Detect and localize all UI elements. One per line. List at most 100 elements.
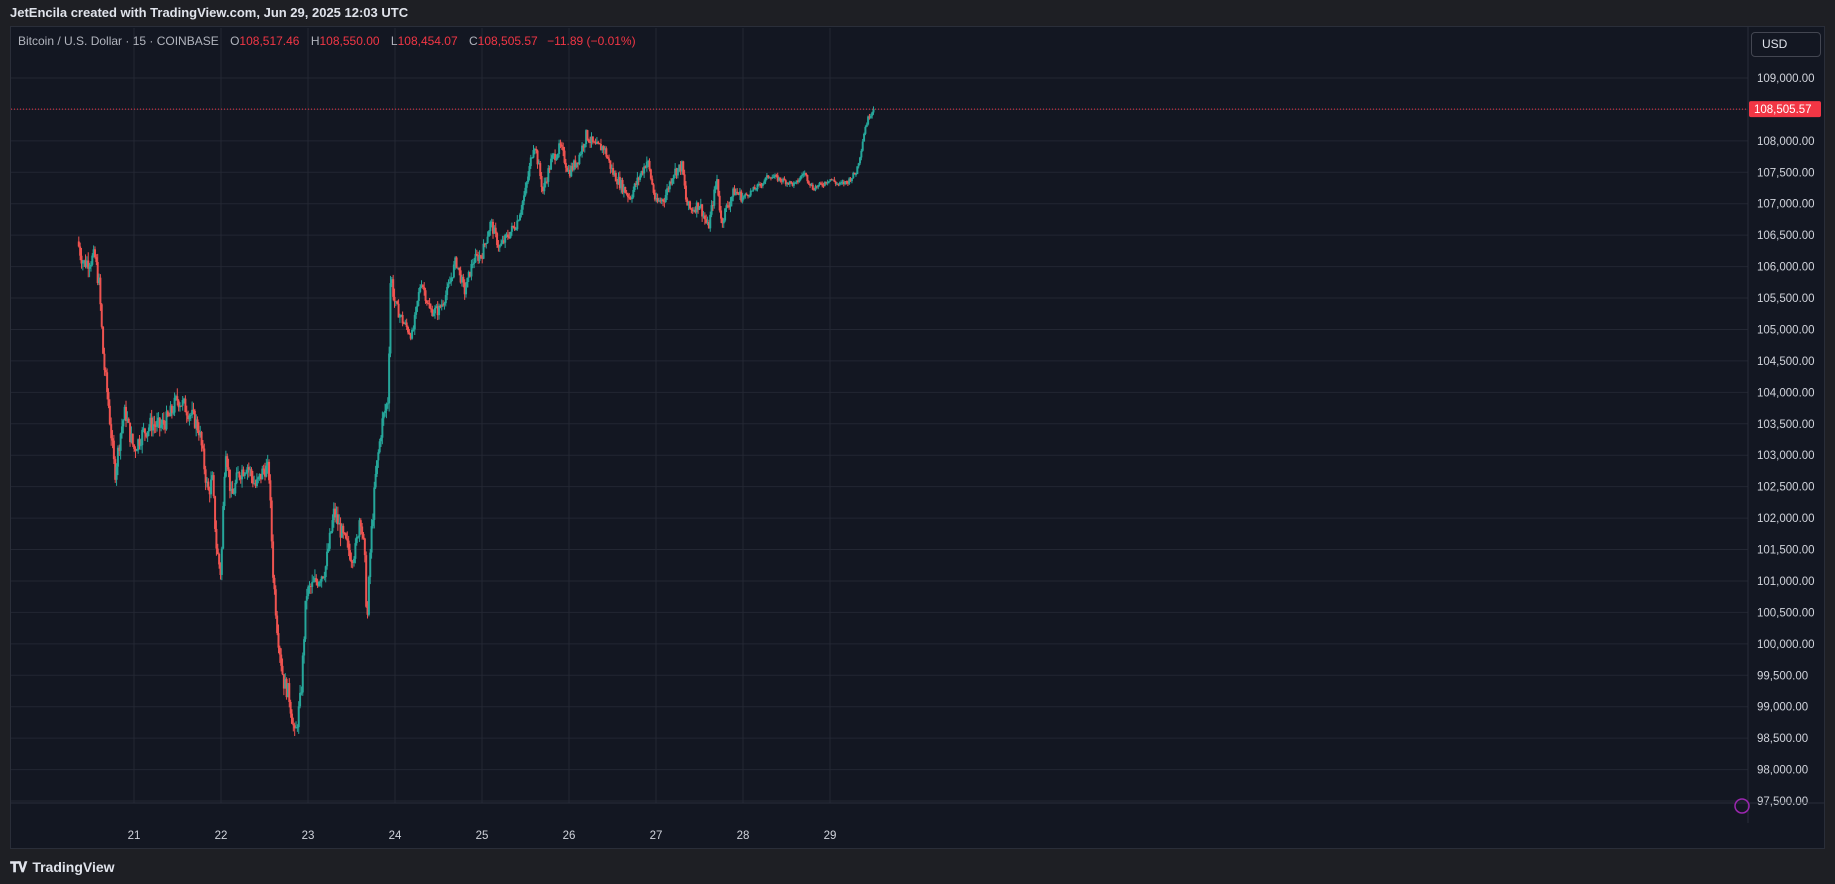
- candle-body: [276, 615, 279, 634]
- candle-body: [539, 163, 542, 177]
- candle-body: [351, 561, 354, 563]
- candle-body: [164, 423, 167, 430]
- attribution-text: JetEncila created with TradingView.com, …: [10, 5, 409, 20]
- candle-body: [201, 445, 204, 449]
- candle-body: [478, 255, 481, 261]
- candle-body: [728, 206, 731, 208]
- candle-body: [527, 176, 530, 183]
- candle-body: [293, 725, 296, 729]
- candle-body: [255, 479, 258, 487]
- candle-body: [444, 295, 447, 304]
- x-tick-label: 29: [824, 830, 837, 842]
- chart-panel[interactable]: [10, 26, 1825, 849]
- candle-body: [714, 185, 717, 190]
- candle-body: [563, 150, 566, 163]
- candle-body: [466, 277, 469, 288]
- candle-body: [628, 197, 631, 199]
- candle-body: [486, 236, 489, 244]
- candle-body: [586, 130, 589, 140]
- candle-body: [475, 254, 478, 256]
- candle-body: [344, 533, 347, 539]
- last-price-label: 108,505.57: [1754, 104, 1812, 116]
- candle-body: [77, 241, 80, 247]
- candle-body: [330, 531, 333, 533]
- candle-body: [340, 525, 343, 538]
- candle-body: [296, 727, 299, 729]
- candle-body: [616, 181, 619, 185]
- candle-body: [629, 197, 632, 199]
- candle-body: [138, 439, 141, 446]
- candle-body: [407, 326, 410, 333]
- candle-body: [455, 257, 458, 268]
- candle-body: [705, 219, 708, 223]
- candle-body: [446, 286, 449, 296]
- candle-body: [369, 552, 372, 578]
- candle-body: [210, 479, 213, 495]
- candle-body: [671, 178, 674, 184]
- currency-button[interactable]: USD: [1751, 32, 1821, 57]
- candle-body: [535, 149, 538, 151]
- candle-body: [618, 176, 621, 189]
- candle-body: [297, 706, 300, 728]
- candle-body: [471, 263, 474, 265]
- candle-body: [204, 469, 207, 483]
- candle-body: [779, 177, 782, 181]
- candle-body: [254, 483, 257, 487]
- candle-body: [470, 264, 473, 277]
- y-tick-label: 97,500.00: [1757, 796, 1808, 808]
- candle-body: [617, 176, 620, 185]
- candle-body: [214, 496, 217, 529]
- candle-body: [613, 172, 616, 175]
- last-price-badge: [1749, 101, 1821, 118]
- candle-body: [572, 160, 575, 170]
- y-tick-label: 107,500.00: [1757, 167, 1815, 179]
- candles-group: [77, 106, 875, 737]
- candle-body: [362, 533, 365, 539]
- candle-body: [107, 392, 110, 406]
- candle-body: [425, 300, 428, 303]
- candle-body: [222, 506, 225, 549]
- candle-body: [328, 532, 331, 549]
- candle-body: [185, 412, 188, 416]
- candle-body: [378, 441, 381, 453]
- candle-body: [850, 178, 853, 182]
- candle-body: [382, 413, 385, 419]
- candle-body: [846, 181, 849, 184]
- candle-body: [374, 473, 377, 488]
- candle-body: [131, 433, 134, 445]
- low-value: 108,454.07: [397, 34, 458, 48]
- candle-body: [268, 461, 271, 481]
- candle-body: [662, 199, 665, 202]
- close-value: 108,505.57: [477, 34, 538, 48]
- candle-body: [114, 459, 117, 480]
- candle-body: [827, 181, 830, 183]
- symbol-name: Bitcoin / U.S. Dollar · 15 · COINBASE: [18, 34, 219, 48]
- candle-body: [806, 175, 809, 182]
- candle-body: [606, 156, 609, 159]
- candle-body: [626, 194, 629, 198]
- candle-body: [556, 153, 559, 158]
- candle-body: [223, 476, 226, 507]
- candle-body: [769, 177, 772, 179]
- tradingview-logo[interactable]: 𝐓𝐕 TradingView: [10, 859, 115, 876]
- candle-body: [396, 301, 399, 304]
- candle-body: [531, 157, 534, 159]
- candle-body: [783, 178, 786, 181]
- candle-body: [266, 461, 269, 466]
- candle-body: [703, 215, 706, 220]
- candle-body: [861, 141, 864, 151]
- candle-body: [625, 192, 628, 195]
- candle-body: [733, 188, 736, 196]
- candle-body: [485, 243, 488, 245]
- candle-body: [710, 205, 713, 215]
- candle-body: [763, 181, 766, 184]
- candle-body: [683, 174, 686, 186]
- candle-body: [358, 520, 361, 537]
- candle-body: [490, 221, 493, 223]
- candle-body: [532, 150, 535, 158]
- candle-body: [370, 526, 373, 553]
- candle-body: [868, 116, 871, 118]
- candle-body: [339, 522, 342, 538]
- candle-body: [500, 243, 503, 246]
